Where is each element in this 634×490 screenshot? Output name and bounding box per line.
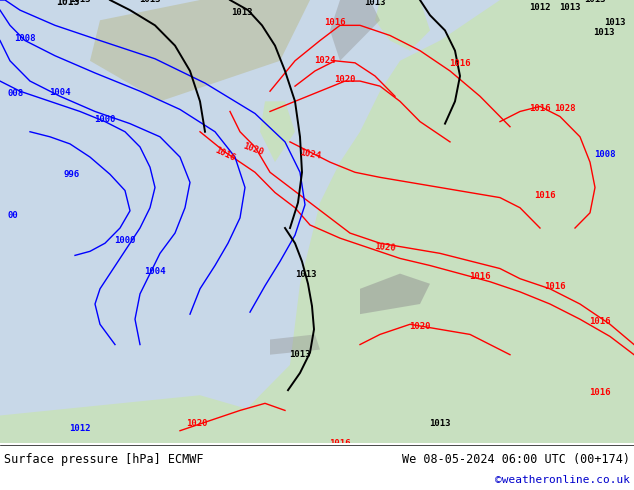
Polygon shape (270, 334, 320, 355)
Text: 1012: 1012 (69, 424, 91, 433)
Polygon shape (90, 0, 310, 101)
Polygon shape (230, 344, 340, 446)
Text: 1000: 1000 (114, 236, 136, 245)
Text: 1016: 1016 (469, 271, 491, 281)
Text: 1028: 1028 (554, 104, 576, 114)
Text: 1016: 1016 (214, 146, 236, 163)
Text: 1013: 1013 (231, 8, 253, 17)
Text: 1008: 1008 (594, 150, 616, 159)
Polygon shape (185, 25, 220, 50)
Text: 1000: 1000 (94, 115, 116, 123)
Text: 1013: 1013 (119, 0, 142, 2)
Text: 1004: 1004 (145, 267, 165, 275)
Text: 1013: 1013 (365, 0, 385, 7)
Text: 1020: 1020 (186, 418, 208, 428)
Polygon shape (290, 0, 634, 446)
Text: 1013: 1013 (295, 270, 317, 279)
Text: 1008: 1008 (14, 33, 36, 43)
Text: 1013: 1013 (604, 18, 626, 27)
Text: 1020: 1020 (259, 0, 281, 2)
Text: 1020: 1020 (374, 242, 396, 253)
Text: 008: 008 (8, 89, 24, 98)
Text: 996: 996 (64, 171, 80, 179)
Text: 1016: 1016 (329, 439, 351, 448)
Text: ©weatheronline.co.uk: ©weatheronline.co.uk (495, 475, 630, 485)
Text: 1013: 1013 (559, 3, 581, 12)
Text: 1013: 1013 (593, 28, 615, 37)
Text: 1016: 1016 (204, 0, 226, 2)
Text: 1013: 1013 (429, 418, 451, 428)
Text: 1016: 1016 (589, 388, 611, 397)
Polygon shape (330, 0, 380, 61)
Text: 1016: 1016 (589, 318, 611, 326)
Text: 1016: 1016 (450, 59, 471, 68)
Text: We 08-05-2024 06:00 UTC (00+174): We 08-05-2024 06:00 UTC (00+174) (402, 453, 630, 466)
Text: 1004: 1004 (49, 88, 71, 97)
Text: 1024: 1024 (314, 56, 336, 65)
Text: 1020: 1020 (410, 322, 430, 331)
Text: 1013: 1013 (585, 0, 605, 4)
Text: 1016: 1016 (534, 191, 556, 199)
Text: 00: 00 (8, 211, 19, 220)
Text: 1020: 1020 (334, 74, 356, 84)
Text: 1016: 1016 (529, 104, 551, 114)
Text: 1013: 1013 (499, 0, 521, 2)
Text: 1016: 1016 (324, 18, 346, 27)
Text: 1012: 1012 (529, 3, 551, 12)
Text: 1020: 1020 (298, 0, 321, 2)
Text: 1013: 1013 (419, 0, 441, 2)
Text: 1016: 1016 (544, 282, 566, 291)
Polygon shape (360, 273, 430, 314)
Text: Surface pressure [hPa] ECMWF: Surface pressure [hPa] ECMWF (4, 453, 204, 466)
Text: 1013: 1013 (139, 0, 161, 4)
Polygon shape (375, 0, 430, 50)
Polygon shape (260, 101, 295, 162)
Text: 1013: 1013 (289, 350, 311, 359)
Text: 1020: 1020 (242, 141, 264, 157)
Text: 1013: 1013 (56, 0, 80, 7)
Polygon shape (0, 395, 270, 446)
Text: 1013: 1013 (599, 0, 621, 2)
Text: 1013: 1013 (69, 0, 91, 4)
Text: 1024: 1024 (299, 148, 321, 160)
